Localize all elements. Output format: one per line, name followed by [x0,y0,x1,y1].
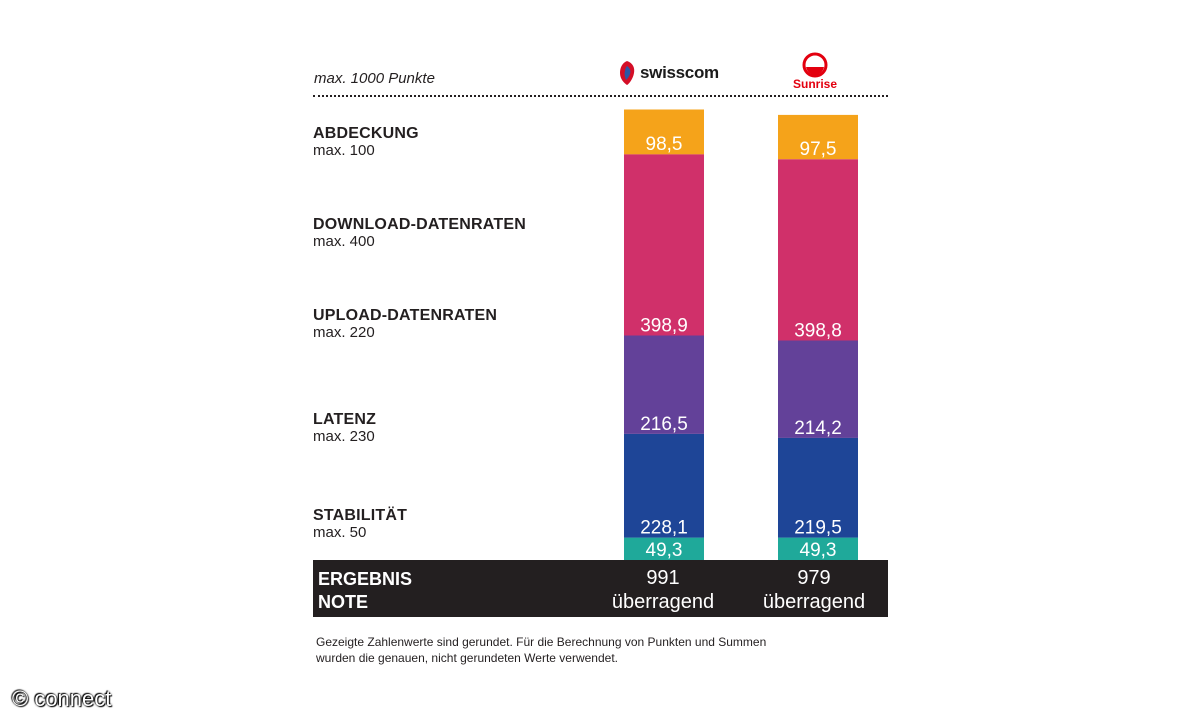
bar-value-label: 398,9 [640,316,688,337]
bar-segment-swisscom-3 [624,154,704,336]
header-divider [313,95,888,97]
bar-segment-sunrise-4 [778,114,858,160]
result-labels: ERGEBNIS NOTE [318,568,412,614]
bar-segment-swisscom-0 [624,537,704,560]
bar-value-label: 216,5 [640,414,688,435]
bar-segment-sunrise-0 [778,537,858,560]
category-max: max. 230 [313,428,375,445]
result-score-label: ERGEBNIS [318,569,413,589]
category-title: ABDECKUNG [313,125,419,142]
chart-subtitle: max. 1000 Punkte [314,70,435,87]
category-latenz: LATENZ max. 230 [313,411,376,445]
swisscom-logo: swisscom [618,60,719,86]
bar-value-label: 97,5 [800,139,837,160]
bar-segment-swisscom-2 [624,335,704,434]
category-title: UPLOAD-DATENRATEN [313,307,498,324]
category-title: LATENZ [313,411,377,428]
category-upload: UPLOAD-DATENRATEN max. 220 [313,307,497,341]
result-swisscom-score: 991 [646,567,680,589]
bar-segment-swisscom-4 [624,109,704,155]
bar-value-label: 219,5 [794,518,842,539]
result-sunrise: 979 überragend [744,566,884,614]
category-stabilitaet: STABILITÄT max. 50 [313,507,407,541]
bar-value-label: 49,3 [800,540,837,561]
bar-segment-swisscom-1 [624,433,704,538]
bar-value-label: 398,8 [794,321,842,342]
category-max: max. 220 [313,324,375,341]
result-swisscom-grade: überragend [611,591,715,613]
bar-segment-sunrise-1 [778,437,858,538]
result-sunrise-grade: überragend [762,591,866,613]
result-swisscom: 991 überragend [593,566,733,614]
copyright-watermark: © connect [12,686,112,711]
bar-value-label: 49,3 [646,540,683,561]
bar-segment-sunrise-2 [778,340,858,438]
swisscom-logo-text: swisscom [640,63,719,82]
category-abdeckung: ABDECKUNG max. 100 [313,125,419,159]
category-max: max. 100 [313,142,375,159]
sunrise-logo: Sunrise [790,52,840,91]
bar-segment-sunrise-3 [778,159,858,341]
category-title: DOWNLOAD-DATENRATEN [313,216,526,233]
bar-value-label: 98,5 [646,134,683,155]
swisscom-logo-icon [620,61,635,85]
category-max: max. 50 [313,524,367,541]
category-max: max. 400 [313,233,375,250]
bar-value-label: 214,2 [794,418,842,439]
sunrise-logo-icon [802,52,828,78]
result-grade-label: NOTE [318,592,369,612]
footnote: Gezeigte Zahlenwerte sind gerundet. Für … [316,635,767,665]
sunrise-logo-text: Sunrise [792,77,837,91]
category-title: STABILITÄT [313,507,408,524]
result-sunrise-score: 979 [797,567,831,589]
result-bar: ERGEBNIS NOTE 991 überragend 979 überrag… [313,560,888,617]
bar-value-label: 228,1 [640,518,688,539]
category-download: DOWNLOAD-DATENRATEN max. 400 [313,216,526,250]
